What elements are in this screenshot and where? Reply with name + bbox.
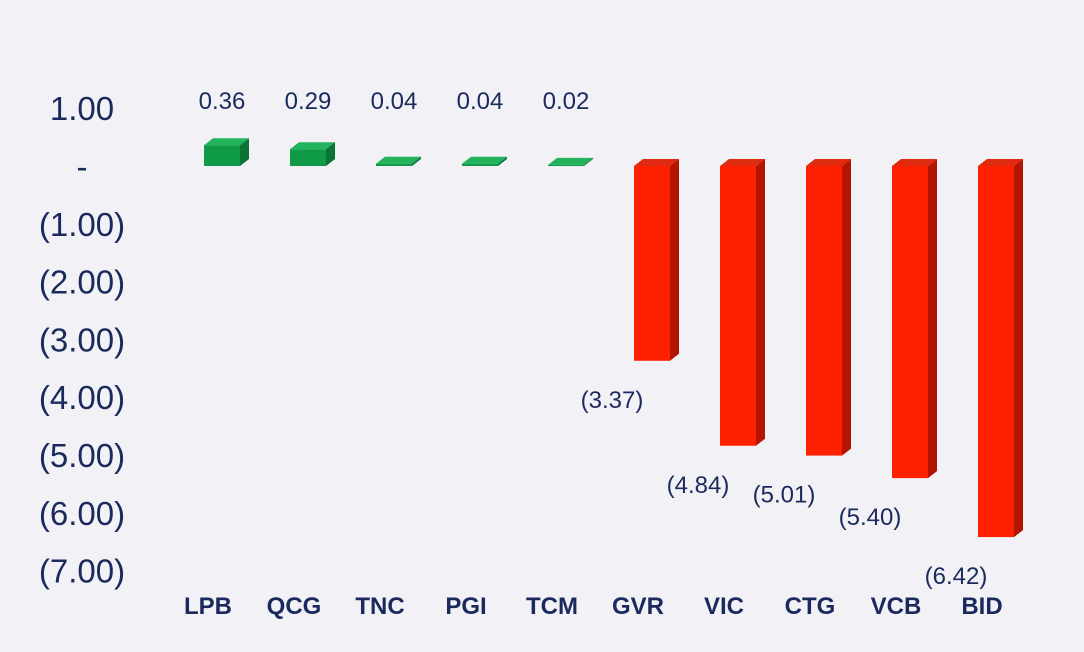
bar-side [498, 156, 507, 166]
x-tick-label: CTG [785, 593, 836, 620]
bar-top [978, 159, 1023, 166]
bar-side [326, 142, 335, 166]
bar-side [756, 159, 765, 446]
y-tick-label: - [77, 148, 88, 185]
bar-top [548, 157, 593, 165]
bar-side [240, 138, 249, 166]
bar-top [376, 156, 421, 164]
x-tick-label: BID [961, 593, 1002, 620]
bar-front [462, 163, 498, 166]
bar-top [462, 156, 507, 164]
x-tick-label: PGI [445, 593, 486, 620]
data-label: (3.37) [581, 387, 644, 414]
data-label: 0.02 [543, 88, 590, 115]
bar-top [204, 138, 249, 146]
y-tick-label: (4.00) [39, 379, 125, 416]
bar-top [290, 142, 335, 150]
y-tick-label: (3.00) [39, 321, 125, 358]
bar-front [290, 149, 326, 166]
data-label: 0.04 [457, 88, 504, 115]
bar-front [204, 145, 240, 166]
bar-side [670, 159, 679, 361]
bar-top [720, 159, 765, 166]
x-tick-label: VIC [704, 593, 744, 620]
bar-side [412, 156, 421, 166]
x-tick-label: TNC [355, 593, 404, 620]
data-label: (4.84) [667, 472, 730, 499]
data-label: (5.40) [839, 504, 902, 531]
bar-top [892, 159, 937, 166]
bar-top [634, 159, 679, 166]
x-tick-label: VCB [871, 593, 922, 620]
bar-side [1014, 159, 1023, 538]
bar-side [584, 157, 593, 166]
y-tick-label: (2.00) [39, 264, 125, 301]
bar-front [806, 166, 842, 456]
y-tick-label: 1.00 [50, 90, 114, 127]
y-tick-label: (1.00) [39, 206, 125, 243]
bar-front [892, 166, 928, 479]
y-tick-label: (6.00) [39, 495, 125, 532]
bar-front [634, 166, 670, 361]
y-tick-label: (7.00) [39, 553, 125, 590]
x-tick-label: QCG [267, 593, 322, 620]
bar-front [376, 163, 412, 166]
bar-front [720, 166, 756, 446]
x-tick-label: TCM [526, 593, 578, 620]
bar-front [548, 164, 584, 166]
y-tick-label: (5.00) [39, 437, 125, 474]
data-label: 0.29 [285, 88, 332, 115]
bar-side [842, 159, 851, 456]
bar-side [928, 159, 937, 479]
data-label: 0.36 [199, 88, 246, 115]
bar-top [806, 159, 851, 166]
data-label: (5.01) [753, 482, 816, 509]
data-label: (6.42) [925, 563, 988, 590]
bar-front [978, 166, 1014, 538]
data-label: 0.04 [371, 88, 418, 115]
x-tick-label: LPB [184, 593, 232, 620]
x-tick-label: GVR [612, 593, 664, 620]
